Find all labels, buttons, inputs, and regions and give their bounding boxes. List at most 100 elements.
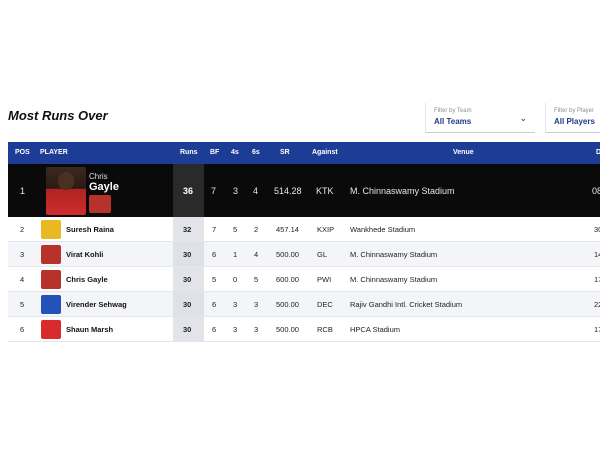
- top-last-name: Gayle: [89, 181, 119, 193]
- runs-highlight: [173, 217, 204, 241]
- team-logo: [41, 220, 61, 239]
- cell-bf: 6: [212, 300, 217, 309]
- team-logo: [41, 295, 61, 314]
- cell-against: DEC: [317, 300, 333, 309]
- cell-extra: 22: [594, 300, 600, 309]
- player-name-link[interactable]: Virat Kohli: [66, 250, 104, 259]
- cell-venue: M. Chinnaswamy Stadium: [350, 275, 438, 284]
- top-bf: 7: [211, 186, 217, 196]
- col-venue: Venue: [453, 149, 474, 156]
- top-extra: 08: [592, 186, 600, 196]
- col-sr[interactable]: SR: [280, 149, 290, 156]
- col-player: PLAYER: [40, 149, 68, 156]
- cell-pos: 2: [20, 225, 25, 234]
- table-row[interactable]: 4 Chris Gayle 30 5 0 5 600.00 PWI M. Chinnaswamy…: [8, 267, 600, 292]
- team-logo: [89, 195, 111, 213]
- cell-runs: 30: [183, 250, 192, 259]
- cell-sr: 457.14: [276, 225, 299, 234]
- cell-pos: 6: [20, 325, 25, 334]
- player-name-link[interactable]: Suresh Raina: [66, 225, 114, 234]
- cell-against: GL: [317, 250, 328, 259]
- page-title: Most Runs Over: [8, 108, 108, 123]
- cell-pos: 3: [20, 250, 25, 259]
- cell-against: RCB: [317, 325, 333, 334]
- cell-sr: 500.00: [276, 250, 299, 259]
- top-pos: 1: [20, 186, 26, 196]
- player-filter-value: All Players: [554, 117, 595, 126]
- team-filter-value: All Teams: [434, 117, 472, 126]
- runs-highlight: [173, 164, 204, 217]
- cell-6s: 2: [254, 225, 259, 234]
- cell-sr: 500.00: [276, 325, 299, 334]
- top-against: KTK: [316, 186, 334, 196]
- team-filter-dropdown[interactable]: Filter by Team All Teams ⌄: [425, 103, 535, 133]
- col-against: Against: [312, 149, 338, 156]
- cell-extra: 17: [594, 275, 600, 284]
- cell-extra: 30: [594, 225, 600, 234]
- top-6s: 4: [253, 186, 259, 196]
- cell-6s: 5: [254, 275, 259, 284]
- cell-extra: 17: [594, 325, 600, 334]
- chevron-down-icon: ⌄: [519, 113, 527, 123]
- cell-venue: Rajiv Gandhi Intl. Cricket Stadium: [350, 300, 463, 309]
- player-name-link[interactable]: Virender Sehwag: [66, 300, 127, 309]
- runs-highlight: [173, 292, 204, 316]
- top-sr: 514.28: [274, 186, 302, 196]
- top-4s: 3: [233, 186, 239, 196]
- cell-against: KXIP: [317, 225, 335, 234]
- team-filter-label: Filter by Team: [434, 108, 472, 114]
- runs-highlight: [173, 317, 204, 341]
- team-logo: [41, 245, 61, 264]
- cell-bf: 7: [212, 225, 217, 234]
- player-name-link[interactable]: Chris Gayle: [66, 275, 108, 284]
- cell-runs: 30: [183, 275, 192, 284]
- table-header: POS PLAYER Runs BF 4s 6s SR Against Venu…: [8, 142, 600, 164]
- cell-6s: 3: [254, 325, 259, 334]
- team-logo: [41, 270, 61, 289]
- player-name-link[interactable]: Shaun Marsh: [66, 325, 114, 334]
- col-extra: D: [596, 149, 600, 156]
- cell-venue: M. Chinnaswamy Stadium: [350, 250, 438, 259]
- col-pos: POS: [15, 149, 30, 156]
- cell-4s: 1: [233, 250, 238, 259]
- top-row[interactable]: 1 Chris Gayle 36 7 3 4 514.28 KTK M. Chi…: [8, 164, 600, 217]
- cell-venue: HPCA Stadium: [350, 325, 401, 334]
- col-bf[interactable]: BF: [210, 149, 220, 156]
- cell-runs: 30: [183, 300, 192, 309]
- cell-6s: 3: [254, 300, 259, 309]
- col-runs[interactable]: Runs: [180, 149, 198, 156]
- cell-bf: 5: [212, 275, 217, 284]
- cell-pos: 5: [20, 300, 25, 309]
- player-filter-label: Filter by Player: [554, 108, 595, 114]
- cell-extra: 14: [594, 250, 600, 259]
- cell-sr: 600.00: [276, 275, 299, 284]
- col-6s[interactable]: 6s: [252, 149, 260, 156]
- cell-4s: 3: [233, 325, 238, 334]
- table-row[interactable]: 6 Shaun Marsh 30 6 3 3 500.00 RCB HPCA Stadium 17: [8, 317, 600, 342]
- cell-runs: 30: [183, 325, 192, 334]
- cell-6s: 4: [254, 250, 259, 259]
- stats-table: POS PLAYER Runs BF 4s 6s SR Against Venu…: [8, 142, 600, 342]
- team-logo: [41, 320, 61, 339]
- col-4s[interactable]: 4s: [231, 149, 239, 156]
- player-filter-dropdown[interactable]: Filter by Player All Players: [545, 103, 600, 133]
- cell-sr: 500.00: [276, 300, 299, 309]
- table-row[interactable]: 5 Virender Sehwag 30 6 3 3 500.00 DEC Rajiv Gand…: [8, 292, 600, 317]
- cell-4s: 0: [233, 275, 238, 284]
- cell-4s: 3: [233, 300, 238, 309]
- table-row[interactable]: 3 Virat Kohli 30 6 1 4 500.00 GL M. Chinnaswamy …: [8, 242, 600, 267]
- cell-venue: Wankhede Stadium: [350, 225, 416, 234]
- cell-against: PWI: [317, 275, 332, 284]
- cell-4s: 5: [233, 225, 238, 234]
- runs-highlight: [173, 242, 204, 266]
- cell-runs: 32: [183, 225, 192, 234]
- top-venue: M. Chinnaswamy Stadium: [350, 186, 455, 196]
- cell-bf: 6: [212, 250, 217, 259]
- runs-highlight: [173, 267, 204, 291]
- player-photo: [46, 167, 86, 215]
- cell-bf: 6: [212, 325, 217, 334]
- table-row[interactable]: 2 Suresh Raina 32 7 5 2 457.14 KXIP Wankhede Sta…: [8, 217, 600, 242]
- cell-pos: 4: [20, 275, 25, 284]
- top-first-name: Chris: [89, 172, 108, 181]
- top-runs: 36: [183, 186, 194, 196]
